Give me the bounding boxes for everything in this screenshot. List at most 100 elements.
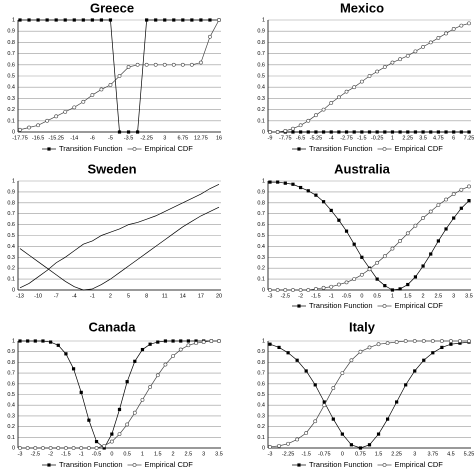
x-tick-label: -1.5 bbox=[61, 451, 70, 457]
legend-label: Transition Function bbox=[309, 460, 373, 469]
series-line bbox=[269, 340, 469, 448]
x-tick-label: -3 bbox=[268, 451, 273, 457]
marker bbox=[313, 383, 317, 387]
marker bbox=[56, 343, 60, 347]
marker bbox=[26, 339, 30, 343]
y-tick-label: 0.7 bbox=[7, 211, 15, 217]
chart-title: Sweden bbox=[87, 161, 136, 176]
legend-marker bbox=[382, 304, 387, 308]
legend-marker bbox=[297, 147, 301, 151]
marker bbox=[390, 246, 395, 251]
x-tick-label: -1 bbox=[329, 293, 334, 299]
legend-label: Transition Function bbox=[59, 144, 123, 153]
chart-title: Greece bbox=[90, 0, 134, 15]
x-tick-label: -0.5 bbox=[92, 451, 101, 457]
marker bbox=[406, 282, 410, 287]
marker bbox=[340, 432, 344, 436]
marker bbox=[429, 130, 433, 134]
marker bbox=[268, 445, 272, 449]
y-tick-label: 0.9 bbox=[257, 349, 265, 355]
marker bbox=[322, 400, 326, 404]
marker bbox=[27, 18, 31, 22]
x-tick-label: 6.75 bbox=[177, 135, 188, 141]
legend-label: Empirical CDF bbox=[145, 460, 194, 469]
marker bbox=[449, 339, 453, 343]
marker bbox=[383, 130, 387, 134]
x-tick-label: -4 bbox=[72, 293, 77, 299]
y-tick-label: 0.6 bbox=[257, 62, 265, 68]
marker bbox=[275, 130, 280, 134]
x-tick-label: -14 bbox=[70, 135, 78, 141]
marker bbox=[189, 62, 194, 67]
marker bbox=[314, 287, 318, 291]
x-tick-label: 6 bbox=[452, 135, 455, 141]
x-tick-label: -2.5 bbox=[281, 293, 290, 299]
marker bbox=[194, 341, 198, 346]
marker bbox=[41, 446, 45, 450]
marker bbox=[298, 288, 303, 292]
x-tick-label: 3.5 bbox=[419, 135, 427, 141]
marker bbox=[133, 359, 137, 363]
marker bbox=[314, 130, 318, 134]
marker bbox=[436, 36, 441, 40]
y-tick-label: 0.4 bbox=[257, 244, 265, 250]
marker bbox=[217, 339, 221, 343]
marker bbox=[376, 432, 381, 436]
y-tick-label: 0.4 bbox=[7, 403, 15, 409]
marker bbox=[331, 386, 336, 390]
marker bbox=[172, 18, 176, 22]
marker bbox=[291, 182, 295, 186]
marker bbox=[99, 18, 104, 22]
x-tick-label: 2.25 bbox=[391, 451, 402, 457]
marker bbox=[64, 446, 68, 450]
marker bbox=[81, 99, 86, 104]
marker bbox=[154, 18, 158, 22]
marker bbox=[405, 53, 410, 58]
x-tick-label: -6.5 bbox=[296, 135, 305, 141]
marker bbox=[431, 351, 435, 355]
x-tick-label: 8 bbox=[145, 293, 148, 299]
marker bbox=[429, 252, 433, 256]
x-tick-label: -3.5 bbox=[124, 135, 133, 141]
y-tick-label: 0.9 bbox=[257, 189, 265, 195]
legend-marker bbox=[132, 463, 137, 467]
marker bbox=[385, 417, 390, 421]
marker bbox=[162, 62, 167, 67]
marker bbox=[208, 34, 212, 39]
x-tick-label: 1 bbox=[391, 135, 394, 141]
x-tick-label: -3 bbox=[18, 451, 23, 457]
marker bbox=[268, 130, 272, 134]
marker bbox=[352, 277, 357, 282]
x-tick-label: 4.75 bbox=[433, 135, 444, 141]
marker bbox=[390, 60, 395, 65]
marker bbox=[18, 127, 22, 132]
marker bbox=[277, 443, 281, 448]
marker bbox=[199, 60, 203, 65]
x-tick-label: -1 bbox=[79, 451, 84, 457]
marker bbox=[145, 18, 149, 22]
marker bbox=[102, 446, 106, 450]
x-tick-label: -2.5 bbox=[31, 451, 40, 457]
y-tick-label: 0.7 bbox=[7, 51, 15, 57]
marker bbox=[71, 367, 76, 371]
y-tick-label: 0.5 bbox=[7, 392, 15, 398]
x-tick-label: 12.75 bbox=[194, 135, 208, 141]
marker bbox=[186, 339, 190, 343]
x-tick-label: -15.25 bbox=[48, 135, 64, 141]
marker bbox=[180, 62, 185, 67]
marker bbox=[25, 446, 30, 450]
marker bbox=[322, 403, 327, 408]
y-tick-label: 0.3 bbox=[257, 96, 265, 102]
marker bbox=[360, 130, 364, 134]
marker bbox=[358, 446, 363, 450]
marker bbox=[459, 130, 463, 134]
marker bbox=[458, 339, 462, 343]
series-line bbox=[269, 341, 470, 449]
x-tick-label: -16.5 bbox=[32, 135, 45, 141]
marker bbox=[90, 18, 94, 22]
y-tick-label: 0.3 bbox=[7, 96, 15, 102]
chart: Australia 0 0.1 0.2 0.3 0.4 0.5 0.6 0.7 0.8 0.9 1 -3… bbox=[257, 161, 472, 310]
y-tick-label: 0.4 bbox=[257, 403, 265, 409]
y-tick-label: 0.3 bbox=[257, 255, 265, 261]
y-tick-label: 0.2 bbox=[7, 424, 15, 430]
